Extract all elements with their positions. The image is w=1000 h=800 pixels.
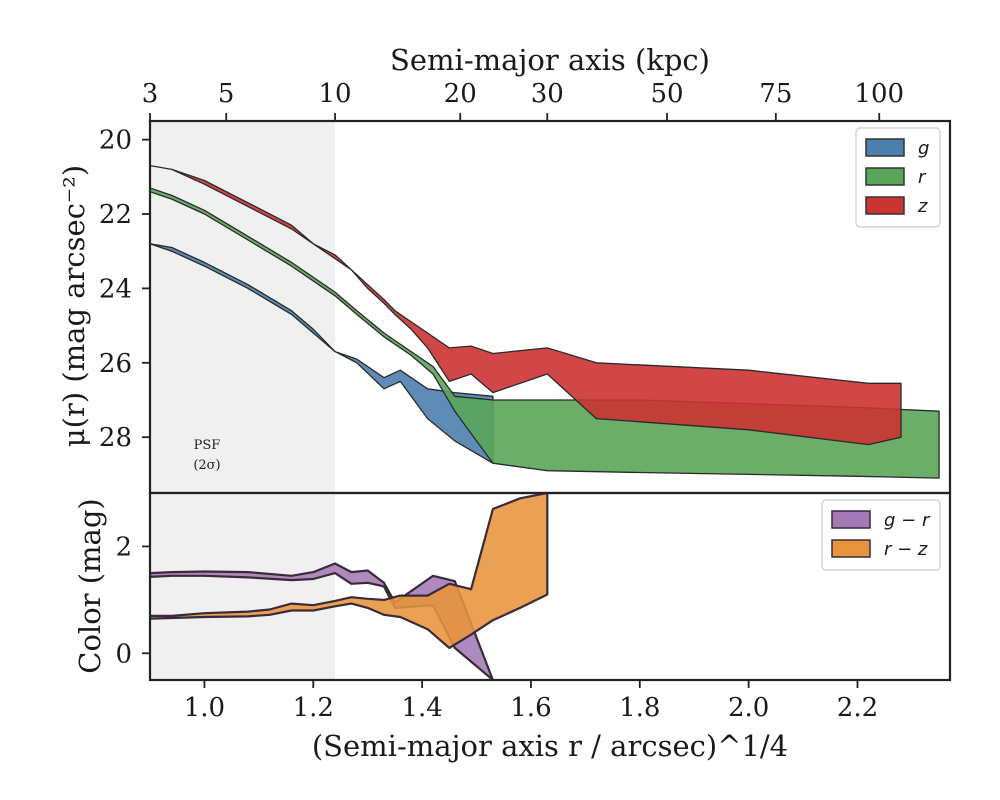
y-tick-label: 28	[99, 423, 132, 453]
color-areas	[150, 493, 549, 680]
psf-shade-bottom	[150, 493, 336, 680]
legend-label: g − r	[884, 510, 931, 531]
psf-label: PSF	[194, 438, 221, 453]
color-panel: 02 1.0 1.2 1.4 1.6 1.8 2.0 2.2 g − rr − z	[115, 491, 952, 723]
bottom-y-ticks: 02	[115, 532, 150, 669]
x-tick-label: 1.8	[619, 693, 660, 723]
kpc-tick-label: 30	[531, 79, 564, 109]
kpc-tick-label: 50	[650, 79, 683, 109]
legend-label: z	[917, 196, 928, 217]
surface-brightness-panel: 20 22 24 26 28 3 5 10 20 30 50 75 100 PSF (2σ) grz	[99, 79, 952, 495]
x-tick-label: 1.2	[293, 693, 334, 723]
y-tick-label: 20	[99, 126, 132, 156]
psf-sublabel: (2σ)	[193, 458, 220, 473]
y-tick-label: 0	[115, 639, 132, 669]
legend-swatch	[865, 196, 905, 215]
legend-swatch	[831, 510, 871, 529]
top-kpc-ticks: 3 5 10 20 30 50 75 100	[142, 79, 904, 121]
legend-label: g	[918, 138, 929, 159]
legend-swatch	[865, 138, 905, 157]
top-legend: grz	[855, 127, 941, 228]
legend-swatch	[831, 539, 871, 558]
kpc-tick-label: 10	[318, 79, 351, 109]
y-tick-label: 2	[115, 532, 132, 562]
kpc-tick-label: 3	[142, 79, 159, 109]
bottom-x-axis-label: (Semi-major axis r / arcsec)^1/4	[312, 729, 788, 763]
y-tick-label: 26	[99, 349, 132, 379]
kpc-tick-label: 20	[444, 79, 477, 109]
x-tick-label: 1.0	[184, 693, 225, 723]
top-x-axis-label: Semi-major axis (kpc)	[390, 43, 710, 77]
bottom-x-ticks: 1.0 1.2 1.4 1.6 1.8 2.0 2.2	[184, 680, 878, 723]
psf-shade-top	[150, 121, 336, 493]
top-y-axis-label: μ(r) (mag arcsec⁻²)	[57, 165, 91, 447]
x-tick-label: 1.4	[401, 693, 442, 723]
kpc-tick-label: 5	[218, 79, 235, 109]
bottom-panel-frame	[148, 491, 952, 682]
kpc-tick-label: 75	[759, 79, 792, 109]
surface-brightness-areas	[150, 164, 940, 479]
kpc-tick-label: 100	[854, 79, 904, 109]
x-tick-label: 2.0	[728, 693, 769, 723]
band-gr	[150, 562, 494, 680]
legend-swatch	[865, 167, 905, 186]
band-rz	[150, 493, 549, 649]
x-tick-label: 1.6	[510, 693, 551, 723]
top-y-ticks: 20 22 24 26 28	[99, 126, 150, 453]
legend-label: r	[918, 167, 927, 188]
bottom-legend: g − r r − z	[821, 499, 941, 571]
y-tick-label: 24	[99, 274, 132, 304]
legend-label: r − z	[884, 539, 928, 560]
band-z	[150, 164, 902, 446]
bottom-y-axis-label: Color (mag)	[73, 498, 107, 673]
x-tick-label: 2.2	[837, 693, 878, 723]
y-tick-label: 22	[99, 200, 132, 230]
